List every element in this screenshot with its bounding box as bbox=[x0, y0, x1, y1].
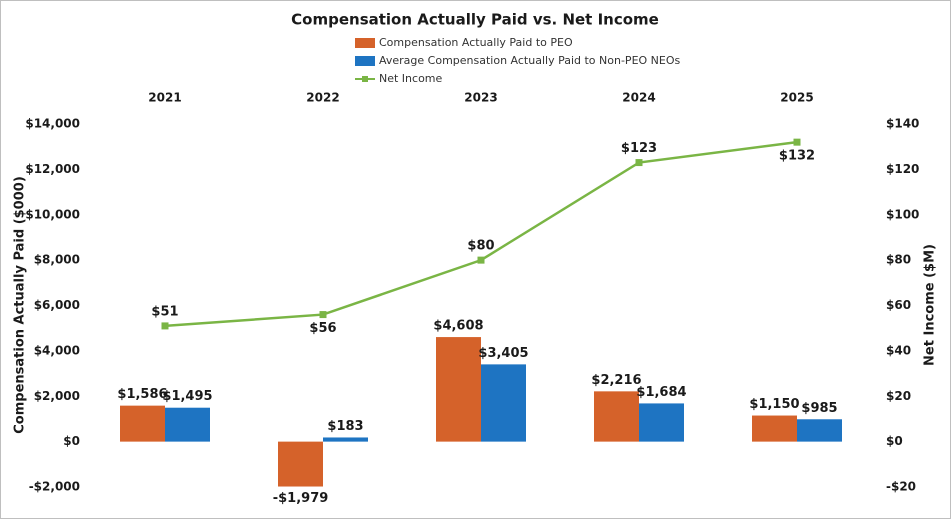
value-label: $1,150 bbox=[749, 397, 799, 412]
x-tick-label: 2022 bbox=[306, 91, 339, 105]
line-marker bbox=[793, 138, 801, 146]
bar bbox=[278, 441, 323, 487]
legend-label: Net Income bbox=[379, 72, 443, 85]
y-tick-label: $10,000 bbox=[25, 207, 80, 221]
x-tick-label: 2021 bbox=[148, 91, 181, 105]
y-tick-label: $4,000 bbox=[34, 343, 80, 357]
line-marker bbox=[477, 256, 485, 264]
bar bbox=[436, 337, 481, 442]
value-label: $183 bbox=[327, 419, 363, 434]
y-axis-title: Compensation Actually Paid ($000) bbox=[13, 176, 28, 434]
value-label: $985 bbox=[801, 401, 837, 416]
chart-title: Compensation Actually Paid vs. Net Incom… bbox=[291, 11, 659, 29]
bar bbox=[639, 403, 684, 442]
y-tick-label: $2,000 bbox=[34, 389, 80, 403]
y2-tick-label: $20 bbox=[886, 389, 911, 403]
y2-tick-label: $0 bbox=[886, 434, 903, 448]
value-label: $123 bbox=[621, 141, 657, 156]
y2-tick-label: -$20 bbox=[886, 480, 916, 494]
y-tick-label: $8,000 bbox=[34, 253, 80, 267]
line-marker bbox=[635, 159, 643, 167]
value-label: $132 bbox=[779, 149, 815, 164]
bar bbox=[165, 407, 210, 442]
value-label: $80 bbox=[467, 239, 494, 254]
legend-swatch bbox=[355, 38, 375, 48]
legend-label: Compensation Actually Paid to PEO bbox=[379, 36, 573, 49]
bar bbox=[481, 364, 526, 442]
legend-marker bbox=[362, 76, 368, 82]
y-tick-label: $0 bbox=[63, 434, 80, 448]
y2-tick-label: $120 bbox=[886, 162, 919, 176]
y2-tick-label: $140 bbox=[886, 117, 919, 131]
value-label: -$1,979 bbox=[273, 491, 329, 506]
x-tick-label: 2025 bbox=[780, 91, 813, 105]
x-tick-label: 2023 bbox=[464, 91, 497, 105]
y2-tick-label: $80 bbox=[886, 253, 911, 267]
value-label: $1,495 bbox=[162, 389, 212, 404]
legend-label: Average Compensation Actually Paid to No… bbox=[379, 54, 681, 67]
bar bbox=[797, 419, 842, 442]
value-label: $2,216 bbox=[591, 373, 641, 388]
bar bbox=[323, 437, 368, 442]
value-label: $1,684 bbox=[636, 385, 686, 400]
bar bbox=[752, 415, 797, 442]
value-label: $4,608 bbox=[433, 319, 483, 334]
y2-axis-title: Net Income ($M) bbox=[923, 244, 938, 366]
y2-tick-label: $60 bbox=[886, 298, 911, 312]
value-label: $51 bbox=[151, 304, 178, 319]
legend: Compensation Actually Paid to PEO Average… bbox=[355, 36, 681, 85]
y-tick-label: -$2,000 bbox=[29, 480, 80, 494]
value-label: $3,405 bbox=[478, 346, 528, 361]
y-tick-label: $6,000 bbox=[34, 298, 80, 312]
y2-tick-label: $100 bbox=[886, 207, 919, 221]
y-tick-label: $12,000 bbox=[25, 162, 80, 176]
x-tick-label: 2024 bbox=[622, 91, 655, 105]
line-marker bbox=[161, 322, 169, 330]
bar bbox=[594, 391, 639, 442]
line-marker bbox=[319, 311, 327, 319]
y2-tick-label: $40 bbox=[886, 343, 911, 357]
value-label: $1,586 bbox=[117, 387, 167, 402]
bar bbox=[120, 405, 165, 442]
legend-swatch bbox=[355, 56, 375, 66]
y-tick-label: $14,000 bbox=[25, 117, 80, 131]
value-label: $56 bbox=[309, 321, 336, 336]
